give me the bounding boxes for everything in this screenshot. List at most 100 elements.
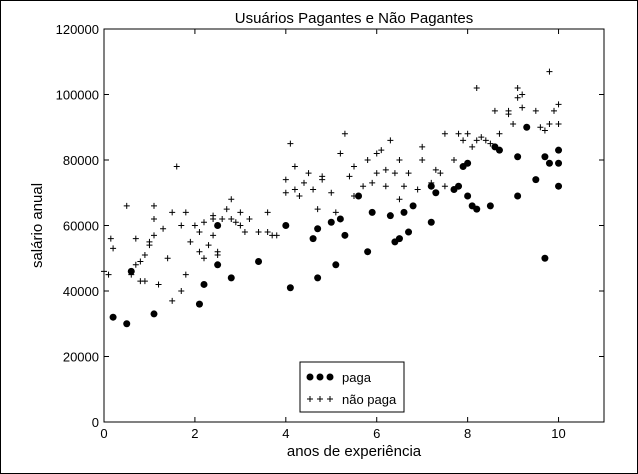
nao-paga-point	[555, 120, 562, 127]
nao-paga-point	[151, 202, 157, 209]
nao-paga-point	[414, 186, 421, 193]
paga-point	[555, 146, 563, 154]
nao-paga-point	[107, 235, 114, 242]
nao-paga-point	[369, 179, 376, 186]
nao-paga-point	[201, 255, 207, 262]
x-tick-label: 8	[464, 426, 471, 441]
nao-paga-point	[378, 147, 385, 154]
y-tick-label: 20000	[63, 350, 99, 365]
nao-paga-point	[282, 189, 289, 196]
nao-paga-point	[219, 215, 226, 222]
nao-paga-point	[310, 186, 317, 193]
nao-paga-point	[337, 150, 344, 157]
nao-paga-point	[178, 222, 185, 229]
paga-point	[514, 153, 522, 161]
paga-point	[368, 208, 376, 216]
nao-paga-point	[373, 170, 380, 177]
paga-point	[455, 182, 463, 190]
nao-paga-point	[282, 176, 289, 183]
paga-point	[545, 159, 553, 167]
nao-paga-point	[487, 140, 494, 147]
legend: paga não paga	[299, 361, 405, 413]
nao-paga-point	[173, 163, 180, 170]
paga-point	[464, 159, 472, 167]
nao-paga-point	[169, 209, 176, 216]
paga-point	[364, 248, 372, 256]
paga-point	[336, 215, 344, 223]
nao-paga-point	[519, 91, 526, 98]
paga-point	[523, 123, 531, 131]
nao-paga-point	[210, 232, 217, 239]
nao-paga-point	[178, 288, 185, 294]
nao-paga-point	[246, 215, 253, 222]
nao-paga-point	[151, 232, 157, 239]
nao-paga-point	[360, 183, 367, 190]
legend-label-nao-paga: não paga	[342, 392, 397, 407]
nao-paga-point	[532, 107, 539, 114]
nao-paga-point	[105, 271, 112, 278]
paga-point	[473, 205, 481, 213]
paga-point	[123, 320, 131, 328]
legend-label-paga: paga	[342, 370, 372, 385]
paga-point	[309, 235, 317, 243]
nao-paga-point	[441, 183, 448, 190]
paga-point	[464, 192, 472, 200]
nao-paga-point	[541, 127, 548, 134]
legend-box	[299, 361, 405, 413]
nao-paga-point	[351, 163, 357, 170]
nao-paga-point	[460, 137, 467, 144]
nao-paga-point	[237, 222, 244, 229]
nao-paga-point	[387, 137, 394, 144]
nao-paga-point	[110, 245, 117, 252]
paga-point	[282, 222, 290, 229]
legend-marker-nao-paga	[317, 396, 323, 402]
nao-paga-point	[514, 94, 521, 101]
nao-paga-point	[455, 130, 462, 137]
paga-point	[332, 261, 340, 269]
y-tick-label: 40000	[63, 284, 99, 299]
nao-paga-point	[428, 179, 435, 186]
nao-paga-point	[264, 229, 271, 236]
nao-paga-point	[332, 209, 339, 216]
legend-marker-nao-paga	[307, 396, 313, 402]
nao-paga-point	[473, 84, 480, 91]
paga-point	[355, 192, 363, 200]
paga-point	[227, 274, 235, 282]
nao-paga-point	[396, 157, 403, 163]
paga-point	[255, 258, 263, 266]
legend-marker-paga	[316, 373, 324, 381]
nao-paga-point	[346, 173, 353, 180]
nao-paga-point	[205, 242, 212, 249]
nao-paga-point	[419, 143, 426, 150]
nao-paga-point	[210, 215, 217, 222]
paga-point	[432, 189, 440, 197]
legend-markers	[306, 373, 334, 402]
nao-paga-point	[451, 157, 457, 163]
nao-paga-point	[496, 130, 503, 137]
nao-paga-point	[401, 183, 407, 190]
nao-paga-point	[255, 229, 262, 236]
nao-paga-point	[228, 215, 235, 222]
x-tick-label: 6	[373, 426, 380, 441]
nao-paga-point	[187, 238, 194, 245]
x-axis-label: anos de experiência	[287, 443, 422, 460]
paga-point	[514, 192, 522, 200]
paga-point	[486, 202, 494, 210]
nao-paga-point	[351, 193, 357, 200]
nao-paga-point	[364, 157, 371, 163]
nao-paga-point	[291, 186, 298, 193]
nao-paga-point	[291, 163, 298, 170]
y-tick-label: 60000	[63, 219, 99, 234]
nao-paga-point	[396, 196, 403, 203]
nao-paga-point	[510, 120, 517, 127]
nao-paga-point	[196, 248, 203, 255]
paga-point	[109, 313, 117, 321]
nao-paga-point	[419, 157, 426, 163]
nao-paga-point	[182, 271, 189, 278]
nao-paga-point	[555, 101, 562, 108]
nao-paga-point	[141, 251, 148, 258]
nao-paga-point	[305, 170, 312, 177]
paga-point	[286, 284, 294, 292]
legend-marker-paga	[306, 373, 314, 381]
nao-paga-point	[328, 189, 335, 196]
